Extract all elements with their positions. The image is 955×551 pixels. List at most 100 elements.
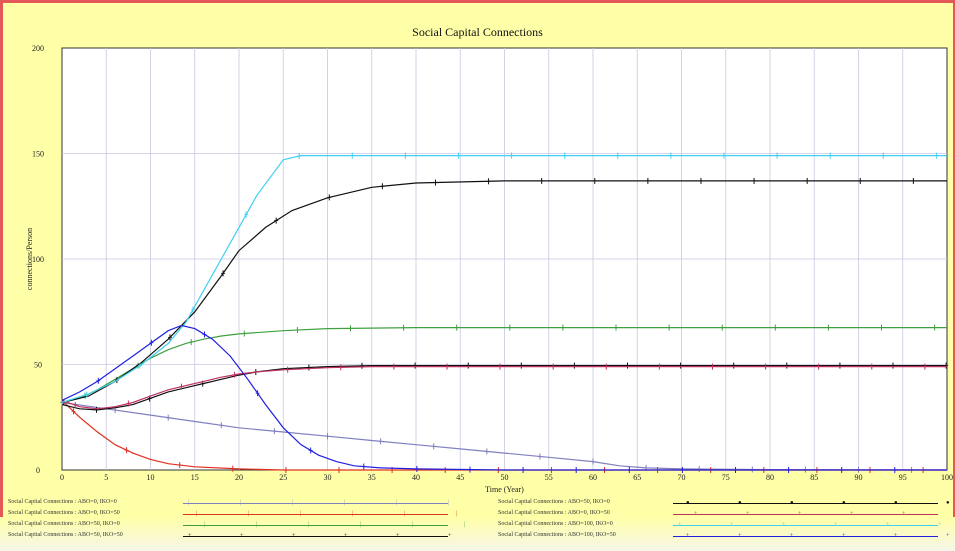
legend-marker: |: [448, 500, 450, 506]
legend-marker: |: [352, 511, 354, 517]
series-line: [61, 327, 947, 404]
legend-marker: |: [412, 522, 414, 528]
x-tick-label: 0: [60, 473, 64, 482]
y-tick-label: 150: [32, 150, 44, 159]
x-tick-label: 40: [412, 473, 420, 482]
legend-marker: +: [886, 522, 890, 528]
legend-marker: |: [256, 522, 258, 528]
legend-marker: +: [894, 533, 898, 539]
legend-swatch-line: [183, 503, 448, 504]
legend-swatch-line: [183, 536, 448, 537]
legend-marker: |: [300, 511, 302, 517]
legend-marker: ●: [894, 500, 898, 506]
x-tick-label: 100: [941, 473, 953, 482]
legend-marker: |: [404, 511, 406, 517]
x-tick-label: 75: [722, 473, 730, 482]
legend-marker: |: [292, 500, 294, 506]
legend-swatch-line: [183, 514, 448, 515]
legend-marker: +: [344, 533, 348, 539]
x-tick-label: 10: [147, 473, 155, 482]
legend-marker: +: [842, 533, 846, 539]
legend-item: Social Capital Connections : ABO=0, IKO=…: [498, 509, 955, 520]
y-tick-label: 100: [32, 255, 44, 264]
x-tick-label: 25: [279, 473, 287, 482]
legend-marker: +: [694, 511, 698, 517]
legend-marker: |: [396, 500, 398, 506]
legend-marker: ●: [946, 500, 950, 506]
x-tick-label: 50: [501, 473, 509, 482]
y-tick-label: 200: [32, 44, 44, 53]
legend-marker: |: [456, 511, 458, 517]
legend-swatch-line: [183, 525, 448, 526]
legend: Social Capital Connections : ABO=0, IKO=…: [8, 498, 955, 550]
x-tick-label: 5: [104, 473, 108, 482]
legend-marker: |: [188, 500, 190, 506]
legend-marker: |: [196, 511, 198, 517]
x-tick-label: 85: [810, 473, 818, 482]
y-axis-label: connections/Person: [25, 228, 34, 290]
legend-marker: +: [396, 533, 400, 539]
legend-item: Social Capital Connections : ABO=100, IK…: [498, 520, 941, 531]
series-line: [61, 155, 947, 404]
legend-marker: +: [738, 533, 742, 539]
x-tick-label: 95: [899, 473, 907, 482]
legend-marker: +: [730, 522, 734, 528]
legend-swatch-line: [673, 525, 938, 526]
legend-marker: |: [360, 522, 362, 528]
legend-swatch-line: [673, 536, 938, 537]
legend-swatch-line: [673, 514, 938, 515]
legend-label: Social Capital Connections : ABO=50, IKO…: [498, 499, 610, 505]
legend-marker: ●: [842, 500, 846, 506]
x-tick-label: 35: [368, 473, 376, 482]
legend-swatch-line: [673, 503, 938, 504]
x-tick-label: 45: [456, 473, 464, 482]
legend-marker: +: [902, 511, 906, 517]
x-tick-label: 60: [589, 473, 597, 482]
legend-marker: +: [782, 522, 786, 528]
x-tick-label: 90: [855, 473, 863, 482]
legend-label: Social Capital Connections : ABO=0, IKO=…: [8, 499, 117, 505]
legend-item: Social Capital Connections : ABO=100, IK…: [498, 531, 949, 542]
legend-marker: |: [344, 500, 346, 506]
legend-item: Social Capital Connections : ABO=0, IKO=…: [8, 509, 457, 520]
y-tick-label: 0: [36, 466, 40, 475]
legend-marker: +: [448, 533, 452, 539]
legend-label: Social Capital Connections : ABO=50, IKO…: [8, 532, 123, 538]
legend-item: Social Capital Connections : ABO=50, IKO…: [8, 520, 465, 531]
legend-marker: +: [240, 533, 244, 539]
x-tick-label: 20: [235, 473, 243, 482]
chart-title: Social Capital Connections: [412, 25, 543, 39]
legend-marker: +: [798, 511, 802, 517]
legend-label: Social Capital Connections : ABO=100, IK…: [498, 532, 616, 538]
legend-item: Social Capital Connections : ABO=0, IKO=…: [8, 498, 450, 509]
legend-marker: +: [686, 533, 690, 539]
legend-marker: +: [746, 511, 750, 517]
legend-marker: ●: [790, 500, 794, 506]
legend-marker: +: [292, 533, 296, 539]
legend-marker: +: [790, 533, 794, 539]
x-axis-label: Time (Year): [485, 485, 524, 494]
legend-marker: +: [678, 522, 682, 528]
legend-marker: ●: [686, 500, 690, 506]
series-line: [61, 401, 948, 471]
legend-item: Social Capital Connections : ABO=50, IKO…: [498, 498, 950, 509]
y-tick-label: 50: [34, 361, 42, 370]
x-tick-label: 65: [633, 473, 641, 482]
legend-marker: |: [248, 511, 250, 517]
x-tick-label: 80: [766, 473, 774, 482]
legend-marker: +: [188, 533, 192, 539]
legend-label: Social Capital Connections : ABO=100, IK…: [498, 521, 613, 527]
series-line: [61, 399, 947, 471]
legend-marker: |: [308, 522, 310, 528]
legend-item: Social Capital Connections : ABO=50, IKO…: [8, 531, 452, 542]
series-line: [61, 180, 947, 404]
legend-marker: |: [204, 522, 206, 528]
legend-marker: +: [834, 522, 838, 528]
legend-label: Social Capital Connections : ABO=50, IKO…: [8, 521, 120, 527]
legend-marker: +: [946, 533, 950, 539]
legend-marker: |: [464, 522, 466, 528]
legend-marker: ●: [738, 500, 742, 506]
legend-marker: |: [240, 500, 242, 506]
x-tick-label: 70: [678, 473, 686, 482]
legend-marker: +: [850, 511, 854, 517]
